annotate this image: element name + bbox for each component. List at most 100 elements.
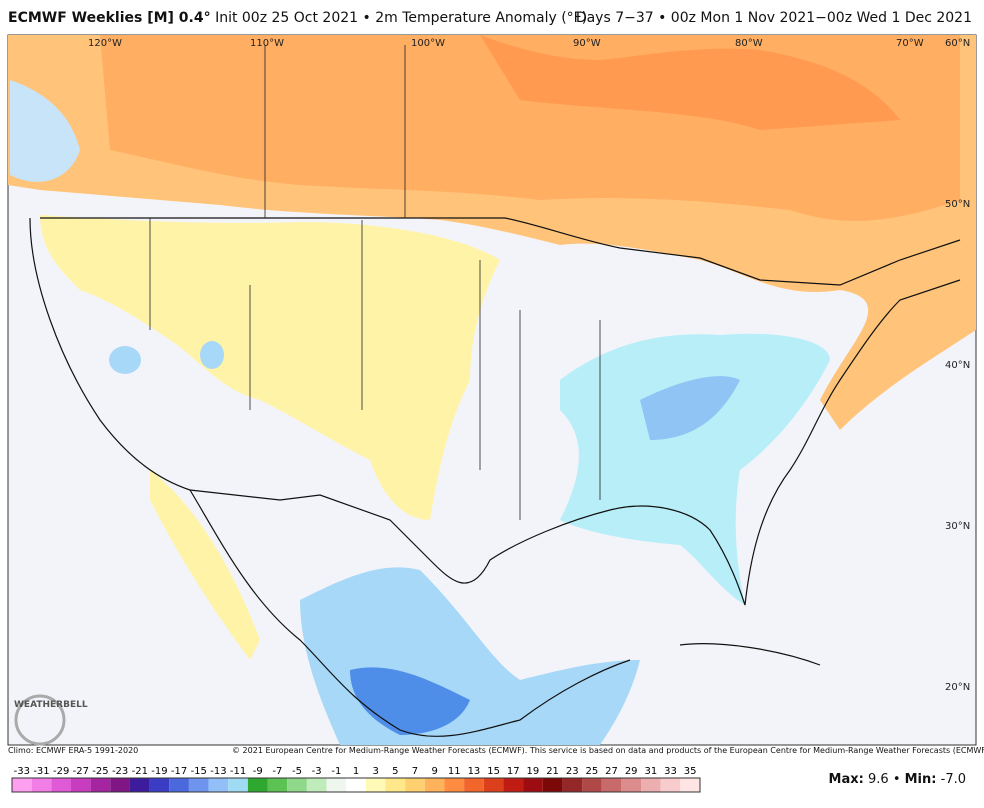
cuba — [679, 643, 821, 666]
colorbar-swatch — [582, 778, 602, 792]
colorbar-label: -17 — [170, 766, 188, 777]
colorbar-swatch — [503, 778, 524, 792]
colorbar-label: 23 — [565, 766, 579, 777]
colorbar-label: 13 — [467, 766, 481, 777]
colorbar-label: 29 — [624, 766, 638, 777]
colorbar-swatch — [70, 778, 91, 792]
colorbar-swatch — [110, 778, 130, 792]
longitude-label: 80°W — [735, 38, 763, 49]
colorbar-label: -1 — [331, 766, 342, 777]
colorbar-label: -3 — [311, 766, 322, 777]
longitude-label: 90°W — [573, 38, 601, 49]
latitude-label: 40°N — [945, 360, 971, 371]
longitude-label: 120°W — [88, 38, 122, 49]
colorbar-label: 27 — [605, 766, 618, 777]
colorbar-label: -11 — [229, 766, 247, 777]
cool-spot — [109, 346, 141, 374]
border — [40, 217, 961, 286]
colorbar-swatch — [31, 778, 52, 792]
colorbar-label: -9 — [252, 766, 263, 777]
colorbar-swatch — [562, 778, 583, 792]
colorbar-label: -15 — [190, 766, 207, 777]
colorbar-label: -7 — [272, 766, 283, 777]
colorbar-label: -27 — [72, 766, 89, 777]
colorbar-swatch — [365, 778, 386, 792]
colorbar-swatch — [680, 778, 700, 792]
colorbar-label: -13 — [210, 766, 227, 777]
colorbar-swatch — [405, 778, 425, 792]
colorbar-swatch — [90, 778, 111, 792]
colorbar-swatch — [542, 778, 563, 792]
colorbar-swatch — [287, 778, 307, 792]
colorbar-swatch — [228, 778, 248, 792]
mild-anomaly-baja — [150, 470, 260, 660]
warm-anomaly — [8, 35, 976, 430]
colorbar-swatch — [424, 778, 445, 792]
colorbar-swatch — [601, 778, 622, 792]
colorbar-label: 15 — [487, 766, 500, 777]
colorbar-label: -23 — [111, 766, 129, 777]
latitude-label: 50°N — [945, 199, 971, 210]
colorbar-label: -5 — [292, 766, 303, 777]
colorbar-label: 1 — [352, 766, 360, 777]
state-lines — [149, 45, 601, 520]
min-value: -7.0 — [940, 772, 966, 787]
colorbar-label: 3 — [372, 766, 379, 777]
warm-anomaly-max — [480, 35, 900, 130]
logo: WEATHERBELL — [14, 700, 88, 710]
colorbar-swatch — [621, 778, 642, 792]
map-frame — [7, 34, 977, 746]
colorbar-swatch — [385, 778, 406, 792]
colorbar-label: -21 — [131, 766, 148, 777]
colorbar-swatch — [129, 778, 150, 792]
colorbar-swatch — [169, 778, 189, 792]
colorbar-swatch — [149, 778, 170, 792]
max-label: Max: — [828, 772, 864, 787]
cool-anomaly-core — [640, 376, 740, 440]
colorbar-label: 33 — [664, 766, 677, 777]
colorbar-swatch — [306, 778, 327, 792]
min-label: Min: — [904, 772, 937, 787]
max-value: 9.6 — [867, 772, 889, 787]
colorbar-label: -25 — [92, 766, 109, 777]
colorbar-label: -31 — [33, 766, 50, 777]
colorbar-swatch — [188, 778, 209, 792]
colorbar-label: 31 — [644, 766, 658, 777]
mild-anomaly — [40, 215, 500, 520]
longitude-label: 70°W — [896, 38, 924, 49]
stats: Max: 9.6 • Min: -7.0 — [829, 772, 966, 787]
copyright: © 2021 European Centre for Medium-Range … — [232, 746, 984, 755]
colorbar-label: 5 — [392, 766, 399, 777]
colorbar-label: 25 — [585, 766, 599, 777]
title-bold: ECMWF Weeklies [M] 0.4° — [8, 10, 211, 26]
colorbar-swatch — [12, 778, 32, 792]
colorbar-swatch — [660, 778, 681, 792]
latitude-label: 60°N — [945, 38, 971, 49]
colorbar-swatch — [641, 778, 661, 792]
colorbar-swatch — [483, 778, 504, 792]
colorbar-swatch — [247, 778, 268, 792]
warm-anomaly-core — [100, 35, 960, 221]
colorbar-frame — [11, 777, 701, 793]
colorbar-label: 35 — [683, 766, 697, 777]
cool-anomaly-mexico-core — [350, 667, 470, 735]
latitude-label: 20°N — [945, 682, 971, 693]
coastline — [29, 217, 961, 606]
title-rest: Init 00z 25 Oct 2021 • 2m Temperature An… — [215, 10, 588, 26]
cool-anomaly-northwest — [10, 80, 80, 182]
separator: • — [892, 772, 901, 787]
cool-anomaly — [560, 333, 830, 605]
colorbar-label: 17 — [506, 766, 520, 777]
colorbar-label: 19 — [526, 766, 540, 777]
colorbar-label: 7 — [411, 766, 419, 777]
cool-anomaly-mexico — [300, 567, 640, 745]
colorbar-label: -19 — [151, 766, 168, 777]
colorbar-swatch — [51, 778, 71, 792]
colorbar-swatch — [326, 778, 347, 792]
longitude-label: 100°W — [411, 38, 445, 49]
cool-spot — [200, 341, 224, 369]
colorbar-label: -33 — [13, 766, 30, 777]
colorbar-label: 9 — [431, 766, 438, 777]
